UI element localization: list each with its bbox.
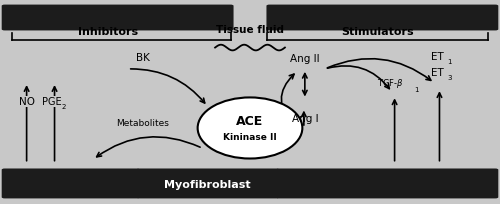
Text: 2: 2 <box>62 103 66 109</box>
FancyBboxPatch shape <box>136 169 280 198</box>
Text: NO: NO <box>18 97 34 107</box>
Text: TGF-$\beta$: TGF-$\beta$ <box>378 77 404 90</box>
FancyBboxPatch shape <box>2 6 234 31</box>
Text: Metabolites: Metabolites <box>116 119 169 128</box>
FancyBboxPatch shape <box>266 6 498 31</box>
Text: ACE: ACE <box>236 114 264 127</box>
Text: 1: 1 <box>414 86 418 92</box>
Text: BK: BK <box>136 53 149 62</box>
Text: Kininase II: Kininase II <box>223 132 277 141</box>
Ellipse shape <box>198 98 302 159</box>
Text: Ang I: Ang I <box>292 113 318 123</box>
Text: Myofibroblast: Myofibroblast <box>164 179 251 189</box>
Text: 1: 1 <box>447 59 452 64</box>
Text: Tissue fluid: Tissue fluid <box>216 25 284 35</box>
Text: Stimulators: Stimulators <box>341 27 413 37</box>
Text: Ang II: Ang II <box>290 54 320 63</box>
Text: Inhibitors: Inhibitors <box>78 27 138 37</box>
FancyBboxPatch shape <box>276 169 498 198</box>
Text: PGE: PGE <box>42 97 62 107</box>
Text: 3: 3 <box>447 75 452 81</box>
Text: ET: ET <box>430 68 444 78</box>
FancyBboxPatch shape <box>2 169 140 198</box>
Text: ET: ET <box>430 52 444 61</box>
